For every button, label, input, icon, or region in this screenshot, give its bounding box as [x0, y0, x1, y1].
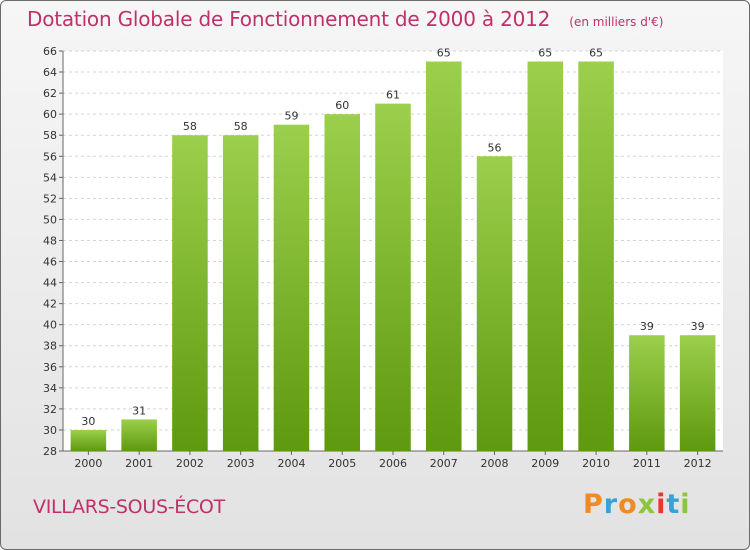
y-tick-label: 60 — [43, 108, 57, 121]
x-tick-label: 2003 — [227, 457, 255, 470]
logo-letter: x — [637, 489, 657, 520]
y-tick-label: 42 — [43, 298, 57, 311]
y-tick-label: 62 — [43, 87, 57, 100]
y-tick-label: 48 — [43, 234, 57, 247]
chart-title: Dotation Globale de Fonctionnement de 20… — [27, 7, 551, 31]
data-label: 65 — [538, 47, 552, 60]
data-label: 31 — [132, 404, 146, 417]
x-tick-label: 2011 — [633, 457, 661, 470]
y-tick-label: 50 — [43, 213, 57, 226]
y-tick-label: 56 — [43, 150, 57, 163]
logo-letter: P — [583, 489, 604, 520]
bar — [222, 135, 259, 452]
bar — [679, 335, 716, 451]
logo-letter: t — [666, 489, 681, 520]
chart-unit: (en milliers d'€) — [569, 15, 664, 29]
y-tick-label: 54 — [43, 171, 57, 184]
bar — [426, 61, 462, 452]
data-label: 59 — [284, 110, 298, 123]
data-label: 58 — [183, 120, 197, 133]
logo-letter: i — [680, 489, 691, 520]
bar — [70, 429, 107, 451]
x-tick-label: 2001 — [125, 457, 153, 470]
y-tick-label: 46 — [43, 256, 57, 269]
data-label: 39 — [640, 320, 654, 333]
data-label: 65 — [437, 47, 451, 60]
y-tick-label: 58 — [43, 129, 57, 142]
y-tick-label: 36 — [43, 361, 57, 374]
x-tick-label: 2006 — [379, 457, 407, 470]
bar — [375, 103, 411, 451]
bar — [324, 114, 360, 451]
x-tick-label: 2000 — [74, 457, 102, 470]
x-tick-label: 2008 — [481, 457, 509, 470]
bar — [527, 61, 564, 452]
logo-letter: r — [603, 489, 619, 520]
bar — [121, 419, 157, 451]
bar — [578, 61, 614, 452]
data-label: 65 — [589, 47, 603, 60]
data-label: 60 — [335, 99, 349, 112]
y-tick-label: 38 — [43, 340, 57, 353]
y-tick-label: 52 — [43, 192, 57, 205]
proxiti-logo: Proxiti — [583, 489, 691, 520]
y-tick-label: 64 — [43, 66, 57, 79]
commune-name: VILLARS-SOUS-ÉCOT — [33, 496, 225, 518]
data-label: 58 — [234, 120, 248, 133]
y-tick-label: 34 — [43, 382, 57, 395]
x-tick-label: 2007 — [430, 457, 458, 470]
x-tick-label: 2012 — [684, 457, 712, 470]
y-tick-label: 28 — [43, 445, 57, 458]
y-tick-label: 32 — [43, 403, 57, 416]
x-tick-label: 2004 — [277, 457, 305, 470]
logo-letter: o — [618, 489, 638, 520]
bar — [172, 135, 208, 452]
bar — [629, 335, 665, 451]
data-label: 61 — [386, 89, 400, 102]
data-label: 39 — [691, 320, 705, 333]
y-tick-label: 44 — [43, 277, 57, 290]
bar — [273, 124, 310, 452]
y-tick-label: 66 — [43, 45, 57, 58]
y-tick-label: 40 — [43, 319, 57, 332]
x-tick-label: 2010 — [582, 457, 610, 470]
x-tick-label: 2002 — [176, 457, 204, 470]
y-tick-label: 30 — [43, 424, 57, 437]
data-label: 56 — [488, 141, 502, 154]
bar — [476, 156, 513, 451]
title-row: Dotation Globale de Fonctionnement de 20… — [27, 7, 663, 31]
data-label: 30 — [81, 415, 95, 428]
x-tick-label: 2005 — [328, 457, 356, 470]
logo-letter: i — [656, 489, 667, 520]
x-tick-label: 2009 — [531, 457, 559, 470]
